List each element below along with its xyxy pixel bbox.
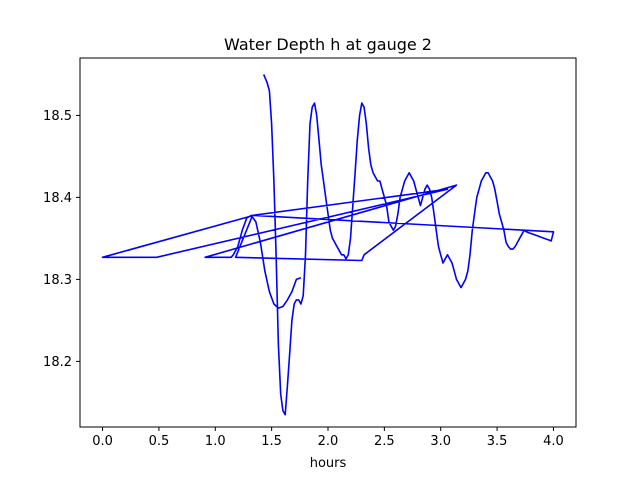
- x-tick-label: 2.5: [374, 434, 395, 449]
- series-line-1: [101, 74, 555, 416]
- x-tick-label: 3.0: [430, 434, 451, 449]
- x-tick-label: 2.0: [318, 434, 339, 449]
- x-tick-label: 1.0: [205, 434, 226, 449]
- y-tick-label: 18.5: [43, 109, 72, 124]
- y-tick-label: 18.2: [43, 355, 72, 370]
- y-axis: 18.2 18.3 18.4 18.5: [43, 109, 80, 370]
- x-tick-label: 1.5: [261, 434, 282, 449]
- chart-title: Water Depth h at gauge 2: [224, 35, 432, 54]
- y-tick-label: 18.4: [43, 191, 72, 206]
- x-tick-label: 0.5: [149, 434, 170, 449]
- plot-area: [101, 74, 555, 416]
- y-tick-label: 18.3: [43, 273, 72, 288]
- x-axis-label: hours: [310, 456, 347, 471]
- x-axis: 0.0 0.5 1.0 1.5 2.0 2.5 3.0 3.5 4.0: [92, 427, 564, 449]
- x-tick-label: 0.0: [92, 434, 113, 449]
- x-tick-label: 4.0: [543, 434, 564, 449]
- x-tick-label: 3.5: [487, 434, 508, 449]
